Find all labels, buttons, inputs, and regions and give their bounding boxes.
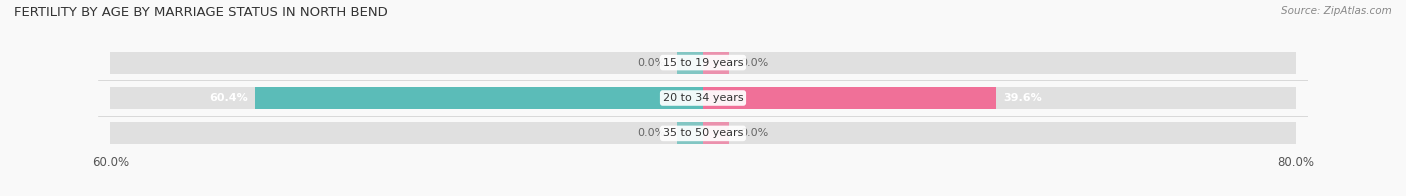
Bar (703, 87, 997, 109)
Bar (110, 87, 1296, 109)
Bar (678, 122, 703, 144)
Text: 15 to 19 years: 15 to 19 years (662, 58, 744, 68)
Text: Source: ZipAtlas.com: Source: ZipAtlas.com (1281, 6, 1392, 16)
Text: 0.0%: 0.0% (740, 58, 768, 68)
Text: 60.4%: 60.4% (209, 93, 247, 103)
Text: 0.0%: 0.0% (638, 128, 666, 138)
Text: 0.0%: 0.0% (740, 128, 768, 138)
Bar (256, 87, 703, 109)
Text: FERTILITY BY AGE BY MARRIAGE STATUS IN NORTH BEND: FERTILITY BY AGE BY MARRIAGE STATUS IN N… (14, 6, 388, 19)
Text: 39.6%: 39.6% (1004, 93, 1043, 103)
Bar (110, 122, 1296, 144)
Bar (703, 122, 728, 144)
Text: 0.0%: 0.0% (638, 58, 666, 68)
Bar (678, 52, 703, 74)
Text: 20 to 34 years: 20 to 34 years (662, 93, 744, 103)
Bar (110, 52, 1296, 74)
Text: 35 to 50 years: 35 to 50 years (662, 128, 744, 138)
Bar (703, 52, 728, 74)
